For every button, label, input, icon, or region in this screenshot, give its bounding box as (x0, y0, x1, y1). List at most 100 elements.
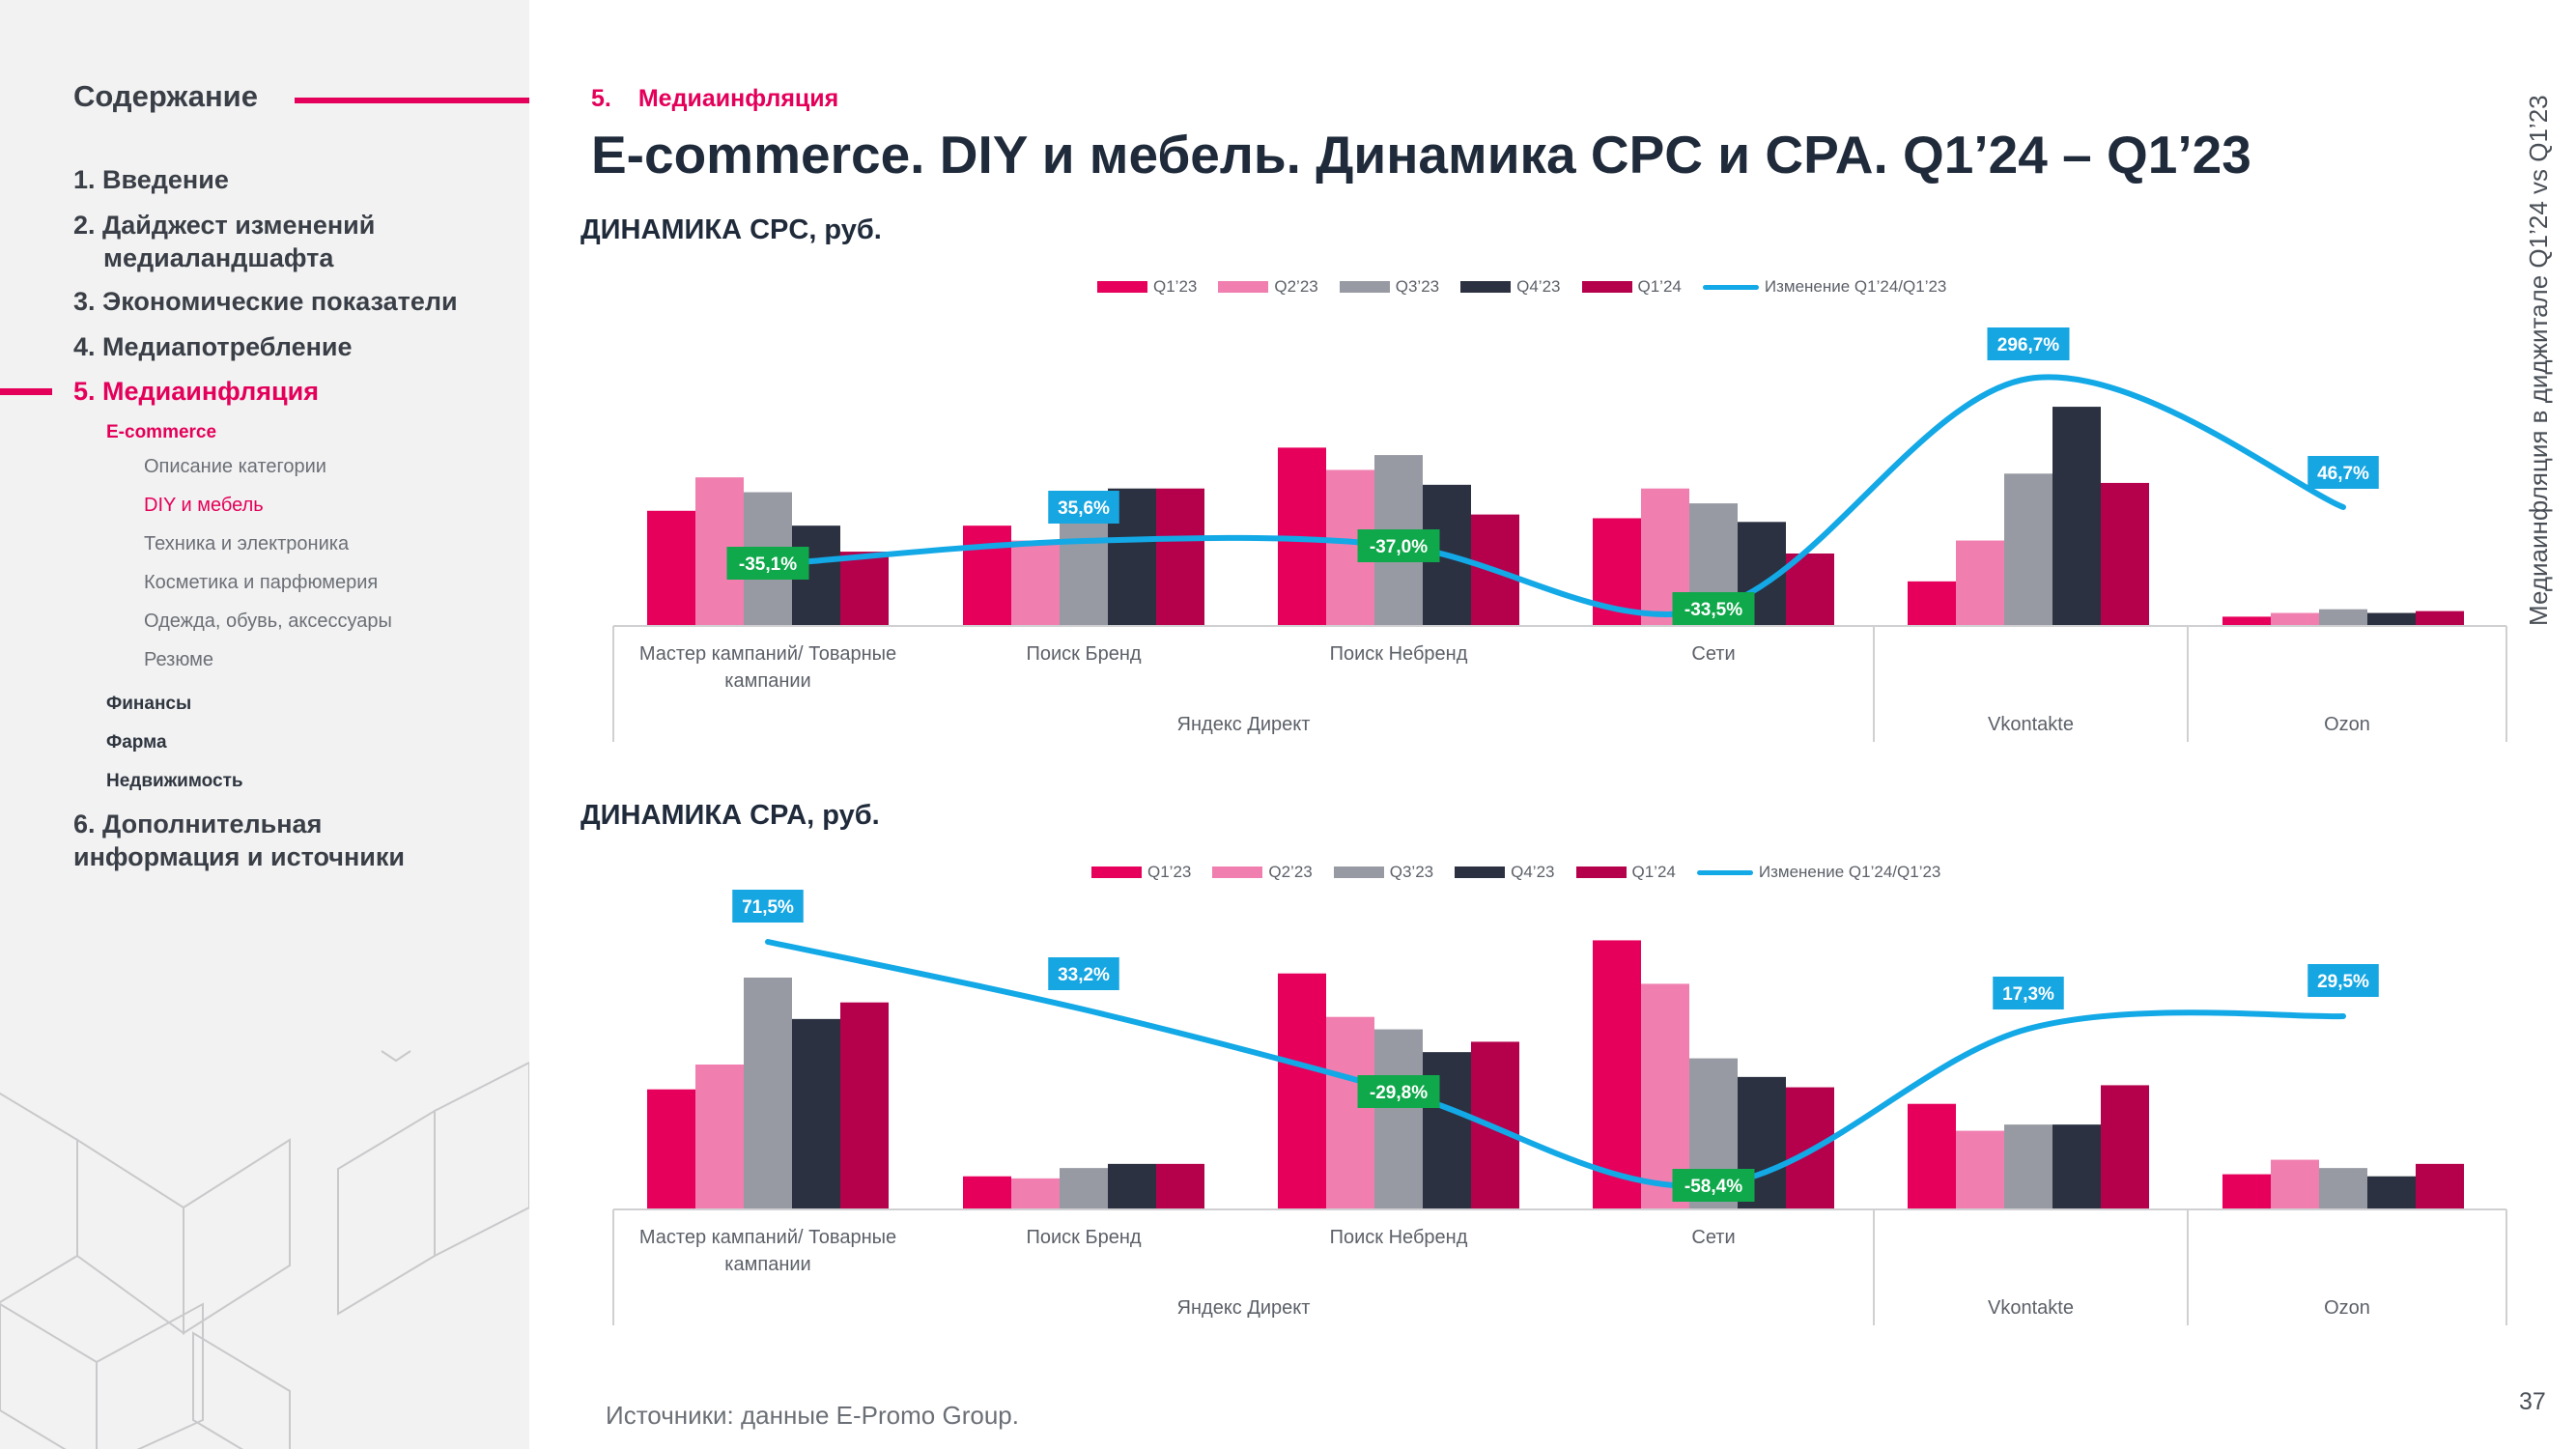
change-badge (1048, 957, 1119, 990)
toc-sub-realty[interactable]: Недвижимость (106, 771, 243, 791)
bar-5-1 (840, 1002, 889, 1209)
change-badge (1357, 529, 1440, 562)
group-label: Яндекс Директ (1177, 714, 1311, 735)
toc-item-digest-line2[interactable]: медиаландшафта (103, 243, 334, 272)
bar-1-1 (647, 510, 695, 626)
change-badge (2307, 456, 2379, 489)
legend-q4-23: Q4’23 (1460, 277, 1561, 297)
toc-subsub-summary[interactable]: Резюме (144, 649, 213, 670)
legend-q1-23: Q1’23 (1091, 863, 1191, 882)
bar-2-5 (1956, 1130, 2004, 1209)
bar-1-3 (1278, 973, 1326, 1209)
legend-change: Изменение Q1’24/Q1’23 (1702, 277, 1946, 297)
legend-swatch-q1-23 (1097, 281, 1147, 293)
legend-swatch-q2-23 (1212, 867, 1263, 878)
group-label: Ozon (2324, 714, 2370, 735)
bar-4-1 (792, 1018, 840, 1209)
cpc-chart: Мастер кампаний/ Товарные кампании Поиск Б… (612, 327, 2507, 742)
change-badge (2307, 964, 2379, 997)
toc-item-media-consumption[interactable]: 4. Медиапотребление (73, 332, 353, 361)
category-label: Сети (1691, 1227, 1735, 1248)
bar-3-6 (2319, 609, 2367, 626)
legend-swatch-q3-23 (1333, 867, 1384, 878)
sidebar-toc: Содержание 1. Введение 2. Дайджест измен… (0, 0, 529, 1449)
legend-swatch-q4-23 (1455, 867, 1506, 878)
bar-2-5 (1956, 540, 2004, 626)
toc-subsub-electronics[interactable]: Техника и электроника (144, 533, 350, 554)
bar-3-2 (1060, 1168, 1108, 1209)
category-label: кампании (724, 1254, 810, 1275)
group-label: Vkontakte (1988, 1297, 2074, 1319)
bar-2-6 (2271, 612, 2319, 626)
legend-swatch-change (1702, 284, 1759, 290)
cpa-legend: Q1’23 Q2’23 Q3’23 Q4’23 Q1’24 Изменение … (1091, 863, 1962, 882)
page-number: 37 (2519, 1388, 2546, 1415)
legend-q3-23: Q3’23 (1339, 277, 1439, 297)
toc-sub-finance[interactable]: Финансы (106, 694, 192, 714)
legend-swatch-q2-23 (1218, 281, 1269, 293)
bar-2-2 (1011, 1178, 1060, 1209)
bar-3-1 (744, 978, 792, 1209)
bar-1-2 (963, 1176, 1011, 1209)
toc-title: Содержание (73, 79, 258, 113)
change-badge-label: -58,4% (1684, 1177, 1742, 1197)
bar-5-1 (840, 552, 889, 626)
toc-title-underline (295, 98, 529, 103)
toc-item-media-inflation[interactable]: 5. Медиаинфляция (73, 377, 319, 406)
bar-1-6 (2222, 1174, 2271, 1209)
cpa-chart: Мастер кампаний/ Товарные кампании Поиск Б… (612, 890, 2507, 1325)
bar-1-2 (963, 526, 1011, 626)
change-badge (1993, 977, 2064, 1009)
toc-active-indicator (0, 388, 52, 395)
toc-item-additional-line2[interactable]: информация и источники (73, 842, 405, 871)
cpc-legend: Q1’23 Q2’23 Q3’23 Q4’23 Q1’24 Изменение … (1097, 277, 1967, 297)
toc-subsub-cosmetics[interactable]: Косметика и парфюмерия (144, 572, 379, 593)
change-badge (1048, 491, 1119, 524)
bar-5-5 (2101, 482, 2149, 626)
bar-1-6 (2222, 616, 2271, 626)
category-label: Поиск Бренд (1026, 643, 1141, 665)
group-label: Ozon (2324, 1297, 2370, 1319)
toc-item-intro[interactable]: 1. Введение (73, 165, 229, 194)
change-badge-label: 29,5% (2317, 972, 2369, 992)
legend-q1-24: Q1’24 (1575, 863, 1676, 882)
change-badge (1672, 592, 1755, 625)
toc-item-economics[interactable]: 3. Экономические показатели (73, 287, 458, 316)
section-name: Медиаинфляция (637, 85, 839, 112)
category-label: Сети (1691, 643, 1735, 665)
bar-3-2 (1060, 506, 1108, 626)
legend-swatch-q4-23 (1460, 281, 1512, 293)
cpc-chart-heading: ДИНАМИКА CPC, руб. (580, 214, 882, 245)
category-label: Поиск Небренд (1330, 1227, 1468, 1248)
toc-subsub-diy[interactable]: DIY и мебель (144, 495, 264, 516)
toc-subsub-category[interactable]: Описание категории (144, 456, 326, 477)
bar-3-3 (1374, 1029, 1423, 1209)
cpa-chart-heading: ДИНАМИКА CPA, руб. (580, 800, 880, 831)
bar-2-3 (1326, 1016, 1374, 1209)
page-title: E-commerce. DIY и мебель. Динамика CPC и… (591, 125, 2251, 185)
change-badge-label: -37,0% (1370, 537, 1428, 557)
toc-sub-pharma[interactable]: Фарма (106, 732, 167, 753)
change-badge-label: 46,7% (2317, 464, 2369, 484)
legend-swatch-change (1696, 869, 1753, 875)
change-badge-label: -33,5% (1684, 600, 1742, 620)
bar-2-1 (695, 1065, 744, 1209)
bar-5-2 (1156, 488, 1204, 626)
legend-swatch-q3-23 (1339, 281, 1390, 293)
toc-sub-ecommerce[interactable]: E-commerce (106, 422, 217, 442)
toc-item-additional[interactable]: 6. Дополнительная (73, 810, 323, 838)
bar-1-4 (1593, 940, 1641, 1209)
category-label: Мастер кампаний/ Товарные (639, 643, 896, 665)
bar-4-6 (2367, 1176, 2416, 1209)
toc-item-digest[interactable]: 2. Дайджест изменений (73, 211, 376, 240)
legend-q3-23: Q3’23 (1333, 863, 1433, 882)
bar-4-2 (1108, 1163, 1156, 1209)
change-badge (1357, 1075, 1440, 1108)
category-label: кампании (724, 670, 810, 692)
change-badge (732, 890, 804, 923)
change-badge-label: 296,7% (1997, 335, 2060, 355)
toc-subsub-clothing[interactable]: Одежда, обувь, аксессуары (144, 611, 392, 632)
change-badge-label: 35,6% (1058, 498, 1110, 519)
section-label: 5. Медиаинфляция (591, 85, 838, 113)
bar-5-6 (2416, 611, 2464, 626)
